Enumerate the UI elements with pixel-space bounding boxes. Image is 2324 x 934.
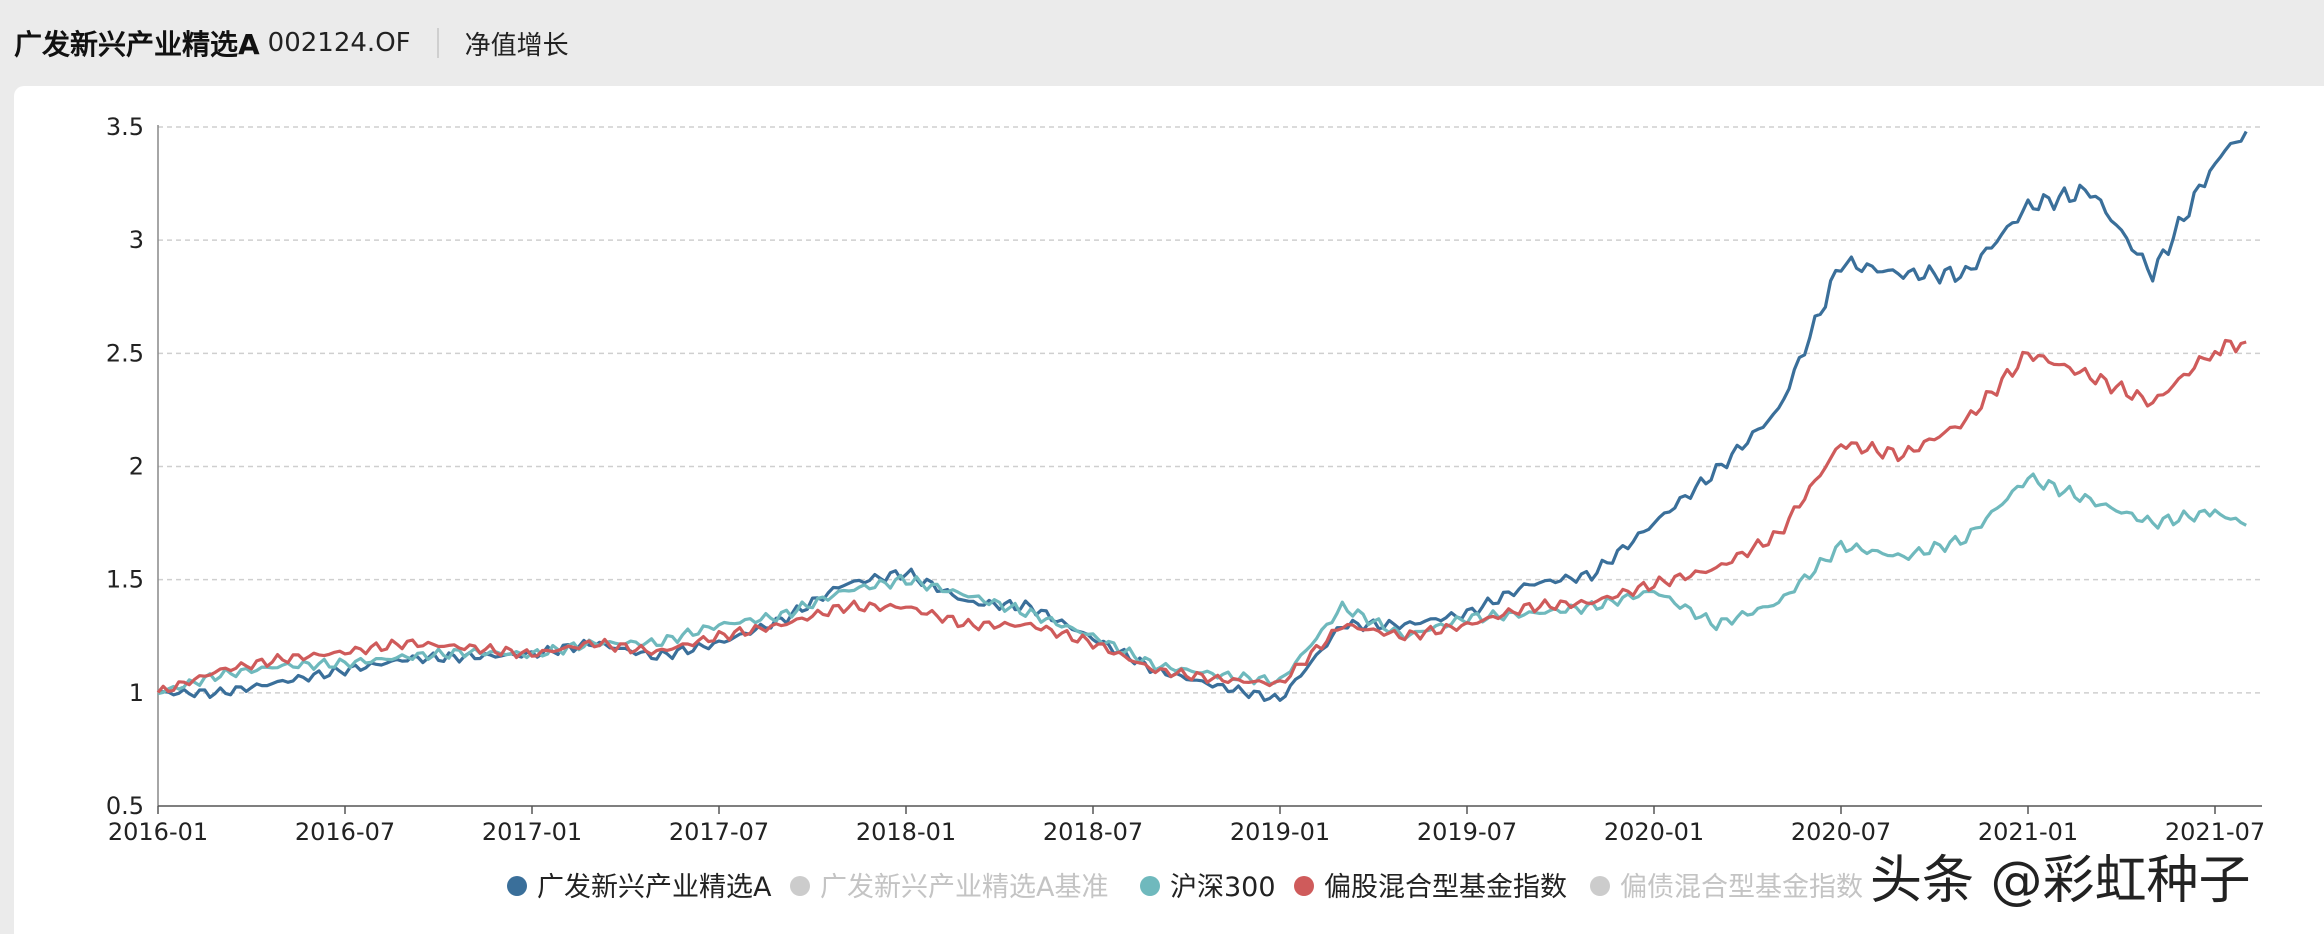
header: 广发新兴产业精选A 002124.OF 净值增长 [0, 0, 2324, 86]
y-tick-label: 3.5 [106, 113, 144, 141]
legend-marker [1140, 876, 1160, 896]
series-line-0 [157, 130, 2248, 702]
y-tick-label: 2.5 [106, 339, 144, 367]
x-tick-label: 2016-01 [108, 818, 208, 846]
x-tick-label: 2017-07 [669, 818, 769, 846]
x-tick-label: 2016-07 [295, 818, 395, 846]
series-line-3 [156, 338, 2247, 694]
x-tick-label: 2021-01 [1978, 818, 2078, 846]
y-tick-label: 0.5 [106, 792, 144, 820]
x-axis: 2016-01 2016-07 2017-01 2017-07 2018-01 2018-… [108, 805, 2265, 846]
y-axis: 0.5 1 1.5 2 2.5 3 3.5 [106, 113, 159, 820]
fund-code: 002124.OF [267, 28, 411, 58]
legend-marker [1590, 876, 1610, 896]
series-lines [156, 130, 2248, 702]
tab-nav-growth[interactable]: 净值增长 [464, 30, 569, 61]
fund-name: 广发新兴产业精选A [14, 28, 260, 61]
legend-label: 广发新兴产业精选A基准 [820, 872, 1108, 903]
x-tick-label: 2020-01 [1604, 818, 1704, 846]
legend-marker [790, 876, 810, 896]
legend-marker [507, 876, 527, 896]
legend-label: 偏债混合型基金指数 [1620, 872, 1863, 903]
y-tick-label: 1.5 [106, 566, 144, 594]
chart-card [14, 86, 2324, 934]
legend-label: 沪深300 [1170, 872, 1276, 903]
series-line-2 [157, 472, 2247, 696]
y-tick-label: 2 [129, 453, 144, 481]
x-tick-label: 2021-07 [2165, 818, 2265, 846]
legend: 广发新兴产业精选A 广发新兴产业精选A基准 沪深300 偏股混合型基金指数 偏债混合型基… [507, 872, 1863, 903]
x-tick-label: 2019-01 [1230, 818, 1330, 846]
legend-label: 广发新兴产业精选A [537, 872, 772, 903]
grid-lines [158, 126, 2262, 694]
y-tick-label: 3 [129, 226, 144, 254]
y-tick-label: 1 [129, 679, 144, 707]
x-tick-label: 2019-07 [1417, 818, 1517, 846]
x-tick-label: 2017-01 [482, 818, 582, 846]
x-tick-label: 2018-07 [1043, 818, 1143, 846]
header-divider [436, 28, 439, 58]
legend-marker [1294, 876, 1314, 896]
watermark: 头条 @彩虹种子 [1870, 851, 2251, 911]
x-tick-label: 2020-07 [1791, 818, 1891, 846]
legend-label: 偏股混合型基金指数 [1324, 872, 1567, 903]
x-tick-label: 2018-01 [856, 818, 956, 846]
